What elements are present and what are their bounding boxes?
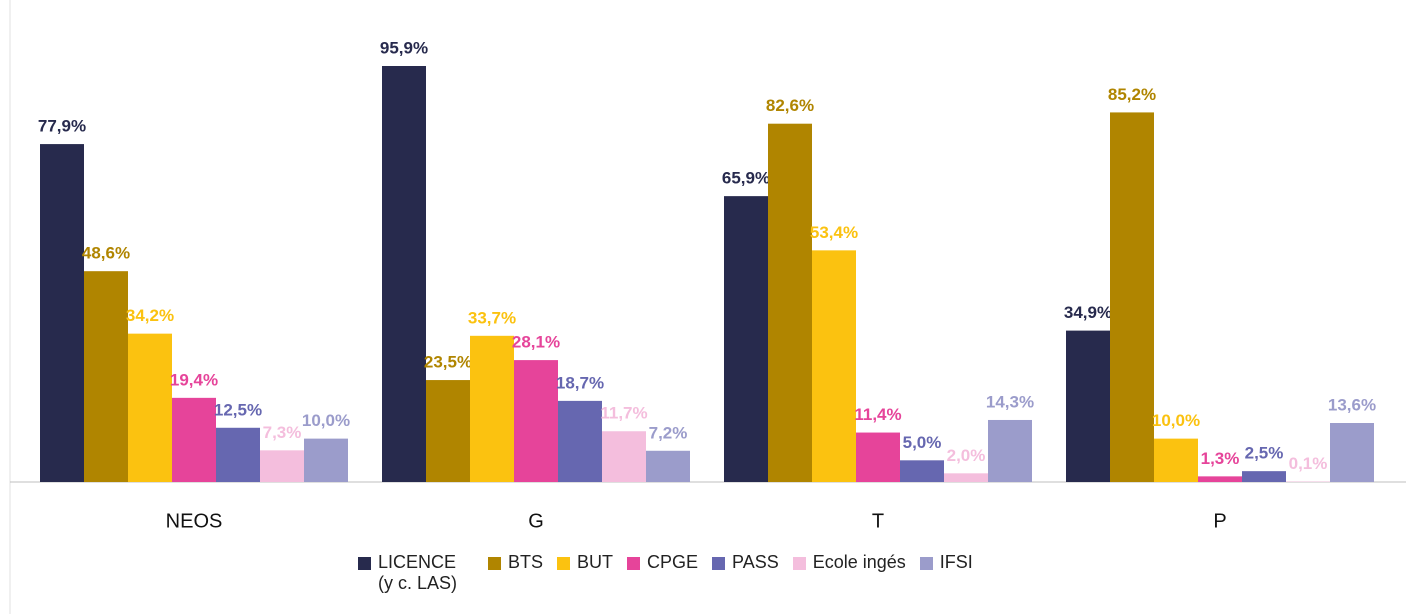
data-label: 7,2% xyxy=(649,423,688,442)
bar xyxy=(1198,476,1242,482)
bar xyxy=(1330,423,1374,482)
data-label: 18,7% xyxy=(556,373,604,392)
legend-item: LICENCE (y c. LAS) xyxy=(358,552,474,594)
bar xyxy=(1110,112,1154,483)
bar xyxy=(382,66,426,482)
bar xyxy=(216,427,260,482)
legend-item: BUT xyxy=(557,552,613,594)
bar xyxy=(900,460,944,482)
data-label: 7,3% xyxy=(263,423,302,442)
legend: LICENCE (y c. LAS) BTS BUT CPGE PASS Ecole in… xyxy=(358,552,973,594)
bar xyxy=(304,438,348,482)
bar xyxy=(514,360,558,482)
x-tick-label: G xyxy=(528,510,544,532)
data-label: 14,3% xyxy=(986,392,1034,411)
data-label: 34,2% xyxy=(126,306,174,325)
legend-label: PASS xyxy=(732,552,779,572)
legend-label: IFSI xyxy=(939,552,973,572)
legend-item: IFSI xyxy=(919,552,973,594)
legend-swatch xyxy=(712,557,726,570)
legend-label: BUT xyxy=(577,552,614,572)
data-label: 28,1% xyxy=(512,333,560,352)
data-label: 10,0% xyxy=(302,411,350,430)
data-label: 11,7% xyxy=(600,404,647,423)
legend-item: BTS xyxy=(488,552,543,594)
data-label: 1,3% xyxy=(1201,449,1240,468)
bar xyxy=(84,271,128,482)
legend-item: CPGE xyxy=(627,552,698,594)
data-label: 33,7% xyxy=(468,308,516,327)
bar xyxy=(40,144,84,482)
bar xyxy=(812,250,856,482)
data-label: 10,0% xyxy=(1152,411,1200,430)
data-label: 0,1% xyxy=(1289,454,1328,473)
bar xyxy=(1154,438,1198,482)
legend-swatch xyxy=(919,557,933,570)
bar xyxy=(260,450,304,482)
data-label: 19,4% xyxy=(170,370,218,389)
legend-swatch xyxy=(488,557,501,570)
x-tick-label: P xyxy=(1213,510,1226,532)
legend-item: PASS xyxy=(712,552,779,594)
bar xyxy=(470,335,514,482)
bar xyxy=(128,333,172,482)
data-label: 5,0% xyxy=(903,433,942,452)
legend-item: Ecole ingés xyxy=(792,552,906,594)
bar xyxy=(1066,330,1110,482)
legend-label: BTS xyxy=(508,552,544,572)
x-tick-label: T xyxy=(872,510,884,532)
bar xyxy=(856,432,900,482)
data-label: 82,6% xyxy=(766,96,814,115)
bar xyxy=(172,397,216,482)
data-label: 13,6% xyxy=(1328,395,1376,414)
data-label: 11,4% xyxy=(854,405,901,424)
data-label: 77,9% xyxy=(38,117,86,136)
bar xyxy=(426,380,470,482)
legend-label: Ecole ingés xyxy=(812,552,906,572)
bar xyxy=(1242,471,1286,482)
legend-swatch xyxy=(627,557,641,570)
data-label: 65,9% xyxy=(722,169,770,188)
data-label: 95,9% xyxy=(380,38,428,57)
legend-swatch xyxy=(792,557,806,570)
bar xyxy=(558,400,602,482)
data-label: 23,5% xyxy=(424,353,472,372)
data-label: 2,5% xyxy=(1245,444,1284,463)
bar xyxy=(646,450,690,482)
bar xyxy=(768,123,812,483)
legend-swatch xyxy=(358,557,371,570)
bar xyxy=(724,196,768,482)
data-label: 48,6% xyxy=(82,244,130,263)
legend-label: CPGE xyxy=(647,552,699,572)
legend-label: LICENCE (y c. LAS) xyxy=(378,552,458,593)
bar xyxy=(602,431,646,482)
data-label: 53,4% xyxy=(810,223,858,242)
bar xyxy=(988,419,1032,482)
bar xyxy=(944,473,988,482)
data-label: 2,0% xyxy=(947,446,986,465)
data-label: 34,9% xyxy=(1064,303,1112,322)
legend-swatch xyxy=(557,557,571,570)
data-label: 85,2% xyxy=(1108,85,1156,104)
x-tick-label: NEOS xyxy=(166,510,223,532)
data-label: 12,5% xyxy=(214,400,262,419)
